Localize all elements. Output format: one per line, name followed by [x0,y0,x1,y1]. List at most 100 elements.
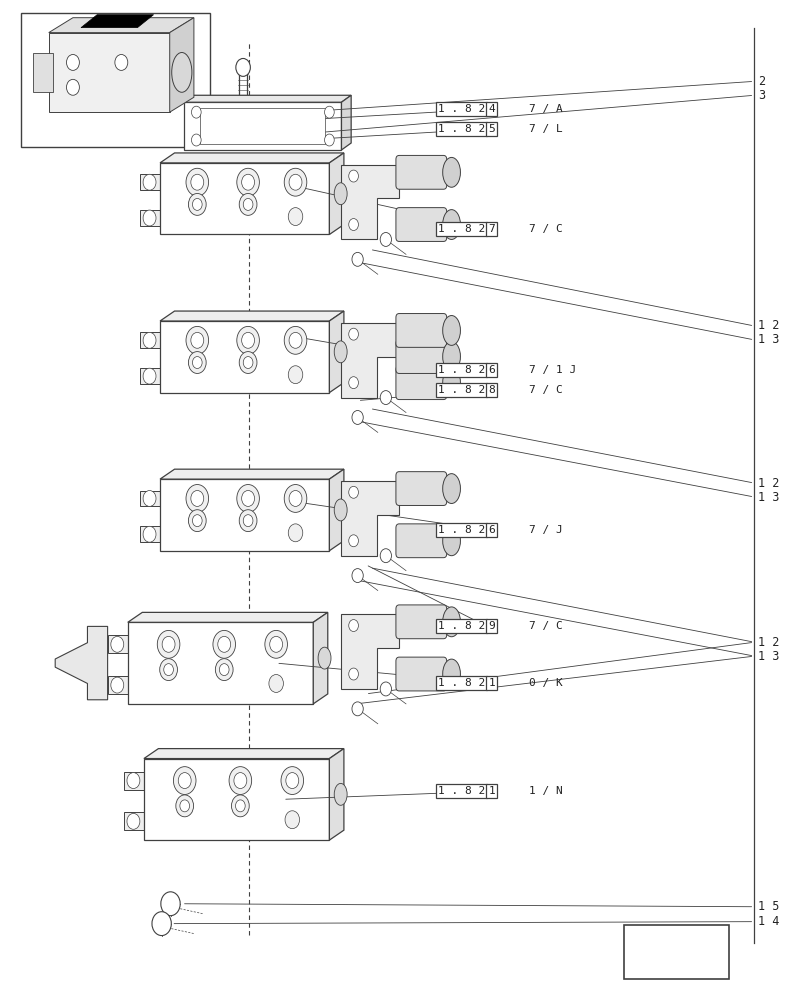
Polygon shape [49,18,194,33]
Circle shape [161,892,180,916]
Circle shape [237,326,259,354]
Circle shape [215,659,233,681]
Circle shape [284,326,307,354]
Circle shape [219,664,229,676]
Circle shape [380,391,391,405]
Circle shape [284,168,307,196]
Polygon shape [123,772,144,790]
Text: 1 . 8 2: 1 . 8 2 [437,104,484,114]
Polygon shape [329,469,344,551]
Circle shape [152,912,171,936]
Circle shape [237,485,259,512]
Circle shape [289,332,302,348]
Circle shape [243,515,252,527]
Polygon shape [81,15,153,28]
Text: 8: 8 [487,385,495,395]
Polygon shape [341,165,399,239]
Circle shape [114,54,127,70]
Polygon shape [329,749,344,840]
Polygon shape [160,311,344,321]
FancyBboxPatch shape [396,366,446,400]
Bar [20,13,210,147]
Circle shape [186,168,208,196]
Circle shape [351,702,363,716]
FancyBboxPatch shape [396,340,446,373]
Polygon shape [144,759,329,840]
Text: 7 / A: 7 / A [528,104,562,114]
Polygon shape [184,102,341,150]
Circle shape [348,170,358,182]
Circle shape [348,668,358,680]
Text: 1 . 8 2: 1 . 8 2 [437,678,484,688]
Text: 7 / C: 7 / C [528,385,562,395]
Text: 1 . 8 2: 1 . 8 2 [437,786,484,796]
Circle shape [231,795,249,817]
Polygon shape [341,614,399,689]
Text: 1 . 8 2: 1 . 8 2 [437,621,484,631]
Circle shape [143,368,156,384]
Circle shape [268,675,283,692]
Circle shape [188,352,206,373]
Text: 0 / K: 0 / K [528,678,562,688]
Circle shape [191,106,201,118]
Polygon shape [160,321,329,393]
Circle shape [289,490,302,506]
Circle shape [127,813,139,829]
Circle shape [164,664,174,676]
Text: 6: 6 [487,525,495,535]
Polygon shape [160,479,329,551]
Text: 4: 4 [487,104,495,114]
Circle shape [143,174,156,190]
Text: 1 3: 1 3 [757,491,779,504]
Circle shape [162,636,175,652]
Polygon shape [341,323,399,398]
Text: 7 / J: 7 / J [528,525,562,535]
Text: 1 2: 1 2 [757,636,779,649]
Circle shape [351,252,363,266]
Text: 7 / C: 7 / C [528,224,562,234]
Text: 1 5: 1 5 [757,900,779,913]
Polygon shape [139,491,160,506]
Circle shape [234,773,247,789]
Circle shape [186,485,208,512]
Ellipse shape [334,499,346,521]
FancyBboxPatch shape [396,524,446,558]
Polygon shape [341,95,350,150]
Polygon shape [139,174,160,190]
Polygon shape [139,332,160,348]
Circle shape [217,636,230,652]
Circle shape [269,636,282,652]
Circle shape [288,208,303,226]
Text: 1: 1 [487,678,495,688]
Circle shape [288,366,303,384]
Circle shape [380,549,391,563]
Circle shape [243,357,252,368]
Polygon shape [108,676,127,694]
Ellipse shape [442,342,460,371]
Bar [200,108,325,144]
Polygon shape [139,526,160,542]
Polygon shape [184,95,350,102]
Circle shape [284,485,307,512]
Circle shape [186,326,208,354]
Circle shape [351,569,363,583]
Ellipse shape [442,157,460,187]
FancyBboxPatch shape [396,208,446,241]
Ellipse shape [442,659,460,689]
Ellipse shape [334,783,346,805]
Circle shape [174,767,195,794]
Ellipse shape [442,316,460,345]
Polygon shape [55,626,108,700]
Polygon shape [341,481,399,556]
Ellipse shape [334,341,346,363]
Circle shape [191,134,201,146]
Circle shape [143,210,156,226]
Text: 1 / N: 1 / N [528,786,562,796]
Polygon shape [144,749,344,759]
Circle shape [242,332,254,348]
FancyBboxPatch shape [396,472,446,505]
Text: 7: 7 [487,224,495,234]
Circle shape [188,193,206,215]
Circle shape [264,630,287,658]
Bar [623,925,727,979]
